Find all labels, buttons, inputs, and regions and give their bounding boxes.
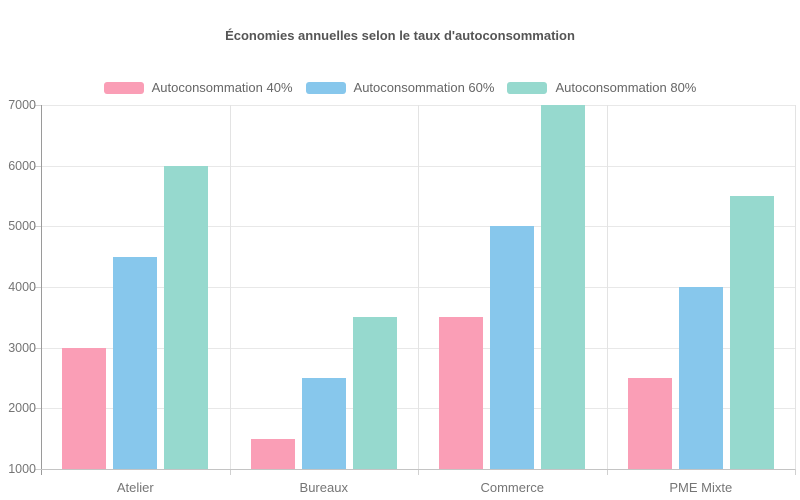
legend-swatch — [507, 81, 548, 94]
bar-autoconsommation-40-commerce — [439, 317, 484, 469]
y-axis-label: 6000 — [8, 158, 36, 173]
x-axis-label: Atelier — [116, 480, 154, 495]
x-tick — [418, 469, 419, 475]
bar-autoconsommation-80-atelier — [164, 165, 209, 469]
y-axis-label: 1000 — [8, 462, 36, 476]
x-tick — [606, 469, 608, 475]
y-tick — [35, 408, 41, 410]
x-tick — [229, 469, 231, 475]
bar-autoconsommation-40-bureaux — [250, 438, 295, 469]
x-tick — [795, 469, 796, 475]
bar-autoconsommation-40-atelier — [62, 347, 107, 469]
bar-autoconsommation-80-bureaux — [352, 317, 397, 469]
y-axis-line — [41, 105, 42, 475]
legend-label: Autoconsommation 60% — [353, 80, 495, 95]
y-tick — [35, 287, 41, 288]
legend-label: Autoconsommation 80% — [555, 80, 697, 95]
legend-swatch — [103, 81, 144, 94]
bar-autoconsommation-40-pme-mixte — [627, 378, 672, 469]
x-axis-label: PME Mixte — [669, 480, 733, 495]
legend-item-autoconsommation-60[interactable]: Autoconsommation 60% — [305, 80, 495, 95]
bar-autoconsommation-60-commerce — [490, 226, 535, 469]
chart-legend: Autoconsommation 40% Autoconsommation 60%… — [0, 80, 800, 95]
x-gridline — [418, 105, 419, 469]
bar-autoconsommation-60-atelier — [113, 256, 158, 469]
legend-item-autoconsommation-80[interactable]: Autoconsommation 80% — [507, 80, 696, 95]
y-axis-label: 4000 — [8, 280, 36, 294]
y-tick — [35, 469, 41, 470]
bar-autoconsommation-80-commerce — [541, 105, 586, 469]
x-gridline — [606, 105, 608, 469]
bar-autoconsommation-80-pme-mixte — [729, 196, 774, 469]
bar-autoconsommation-60-bureaux — [301, 378, 346, 469]
chart-title: Économies annuelles selon le taux d'auto… — [225, 28, 575, 43]
y-tick — [35, 226, 41, 228]
legend-label: Autoconsommation 40% — [151, 80, 293, 95]
x-axis-label: Bureaux — [299, 480, 348, 495]
x-axis-label: Commerce — [480, 480, 545, 495]
x-gridline — [229, 105, 231, 469]
y-tick — [35, 105, 41, 106]
y-axis-label: 5000 — [8, 219, 36, 234]
y-axis-label: 2000 — [8, 401, 36, 416]
y-axis-label: 7000 — [8, 98, 36, 112]
legend-item-autoconsommation-40[interactable]: Autoconsommation 40% — [103, 80, 293, 95]
y-tick — [35, 165, 41, 167]
bar-autoconsommation-60-pme-mixte — [678, 287, 723, 469]
x-gridline — [795, 105, 796, 469]
x-axis-line — [41, 469, 795, 470]
y-tick — [35, 347, 41, 349]
y-axis-label: 3000 — [8, 340, 36, 355]
legend-swatch — [305, 81, 346, 94]
